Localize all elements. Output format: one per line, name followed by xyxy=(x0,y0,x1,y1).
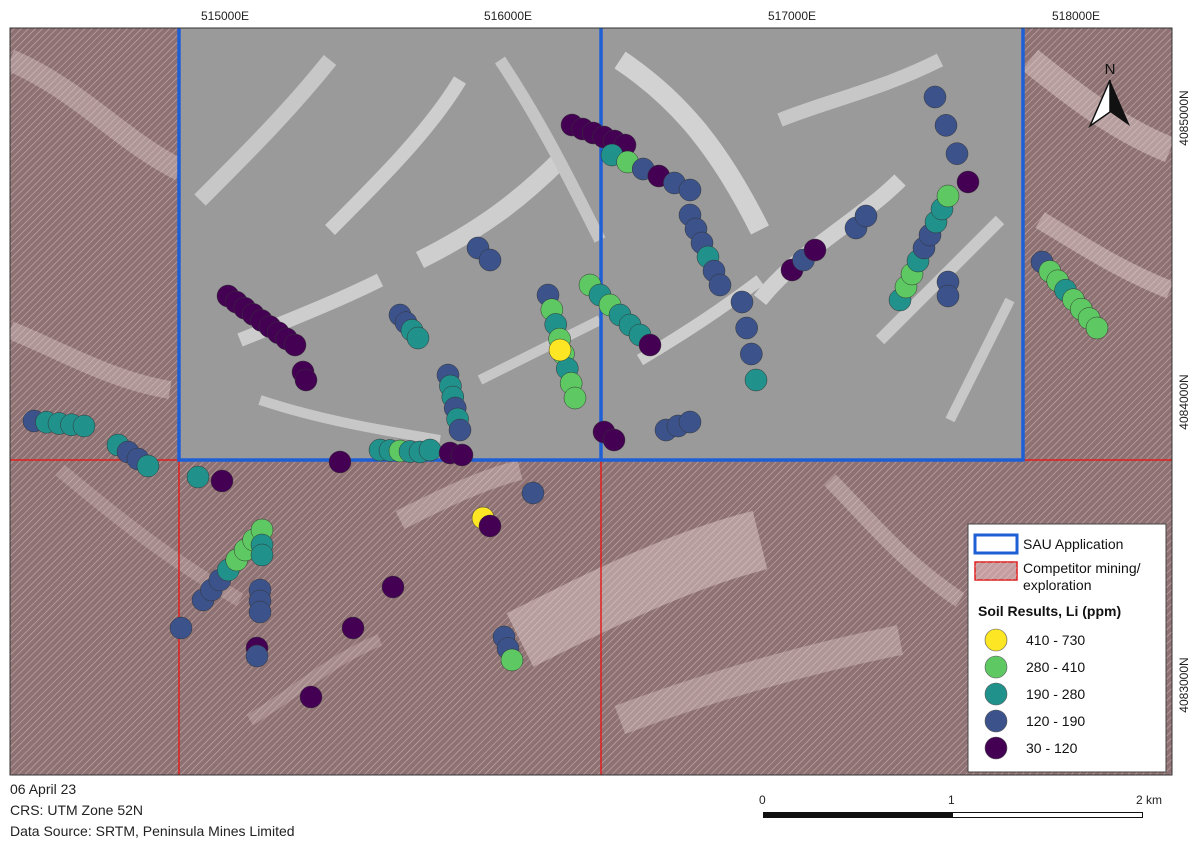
soil-sample-point xyxy=(945,142,969,165)
north-arrow-right-icon xyxy=(1110,80,1130,126)
soil-sample-point xyxy=(418,438,442,462)
soil-sample-point xyxy=(740,342,763,366)
soil-sample-point xyxy=(450,443,474,467)
soil-sample-point xyxy=(294,368,318,392)
soil-sample-point xyxy=(735,316,758,340)
soil-sample-point xyxy=(936,184,960,208)
soil-sample-point xyxy=(678,410,702,434)
grid-label-517000e: 517000E xyxy=(768,9,816,23)
soil-sample-point xyxy=(854,204,878,228)
grid-label-516000e: 516000E xyxy=(484,9,532,23)
legend-soil-title: Soil Results, Li (ppm) xyxy=(978,603,1121,619)
soil-sample-point xyxy=(341,616,365,640)
application-ridges xyxy=(194,51,1015,445)
scale-label-1: 1 xyxy=(948,793,955,807)
soil-sample-point xyxy=(478,248,502,272)
legend-class-label: 30 - 120 xyxy=(1026,740,1078,756)
legend-class-label: 280 - 410 xyxy=(1026,659,1085,675)
soil-sample-point xyxy=(381,575,405,599)
soil-sample-point xyxy=(169,616,193,640)
soil-sample-point xyxy=(730,290,754,314)
soil-sample-point xyxy=(803,238,827,262)
soil-sample-point xyxy=(708,273,732,297)
legend-application-swatch xyxy=(973,533,1019,555)
scale-label-0: 0 xyxy=(759,793,766,807)
soil-sample-point xyxy=(283,333,307,357)
scale-bar xyxy=(763,812,1143,818)
legend-class-swatch xyxy=(984,628,1008,652)
legend: SAU Application Competitor mining/ explo… xyxy=(967,523,1167,773)
top-grid-labels: 515000E 516000E 517000E 518000E xyxy=(201,9,1100,23)
legend-class-swatch xyxy=(984,736,1008,760)
grid-label-4084000n: 4084000N xyxy=(1177,374,1191,429)
soil-sample-point xyxy=(1085,316,1109,340)
soil-sample-point xyxy=(248,600,272,624)
soil-sample-point xyxy=(548,338,572,362)
soil-sample-point xyxy=(744,368,768,392)
legend-class-swatch xyxy=(984,709,1008,733)
legend-application-label: SAU Application xyxy=(1023,536,1123,552)
soil-sample-point xyxy=(210,469,234,493)
soil-sample-point xyxy=(186,465,210,489)
soil-sample-point xyxy=(500,648,524,672)
soil-sample-point xyxy=(956,170,980,194)
soil-sample-point xyxy=(934,114,958,137)
legend-class-label: 120 - 190 xyxy=(1026,713,1085,729)
soil-sample-point xyxy=(923,85,947,109)
soil-sample-point xyxy=(72,414,96,438)
map-canvas xyxy=(10,28,1172,775)
soil-sample-point xyxy=(328,450,352,474)
application-boundaries xyxy=(177,28,1025,462)
map-border xyxy=(9,27,1173,776)
soil-sample-point xyxy=(478,514,502,538)
right-grid-labels: 4085000N 4084000N 4083000N xyxy=(1177,90,1191,712)
soil-sample-point xyxy=(448,418,472,442)
north-label: N xyxy=(1105,61,1116,78)
footer-source: Data Source: SRTM, Peninsula Mines Limit… xyxy=(10,823,295,839)
soil-sample-point xyxy=(678,178,702,202)
soil-sample-point xyxy=(250,543,274,567)
scale-label-2: 2 km xyxy=(1136,793,1163,807)
grid-label-4083000n: 4083000N xyxy=(1177,657,1191,712)
soil-sample-points xyxy=(22,85,1109,709)
north-arrow: N xyxy=(1088,61,1130,129)
soil-sample-point xyxy=(638,333,662,357)
legend-class-label: 410 - 730 xyxy=(1026,632,1085,648)
soil-sample-point xyxy=(521,481,545,505)
soil-sample-point xyxy=(563,386,587,410)
legend-class-label: 190 - 280 xyxy=(1026,686,1085,702)
north-arrow-left-icon xyxy=(1088,79,1111,129)
legend-competitor-label-2: exploration xyxy=(1023,577,1092,593)
legend-competitor-label-1: Competitor mining/ xyxy=(1023,560,1141,576)
soil-sample-point xyxy=(245,644,269,668)
soil-sample-point xyxy=(936,284,960,308)
legend-competitor-hatch xyxy=(975,562,1017,580)
soil-sample-point xyxy=(136,454,160,478)
soil-sample-point xyxy=(406,326,430,350)
soil-sample-point xyxy=(602,428,626,452)
grid-label-518000e: 518000E xyxy=(1052,9,1100,23)
grid-label-4085000n: 4085000N xyxy=(1177,90,1191,145)
legend-classes: 410 - 730 280 - 410 190 - 280 120 - 190 30 -… xyxy=(984,628,1085,760)
footer-crs: CRS: UTM Zone 52N xyxy=(10,802,144,818)
footer-date: 06 April 23 xyxy=(10,781,77,797)
legend-class-swatch xyxy=(984,655,1008,679)
soil-sample-point xyxy=(299,685,323,709)
grid-label-515000e: 515000E xyxy=(201,9,249,23)
legend-class-swatch xyxy=(984,682,1008,706)
